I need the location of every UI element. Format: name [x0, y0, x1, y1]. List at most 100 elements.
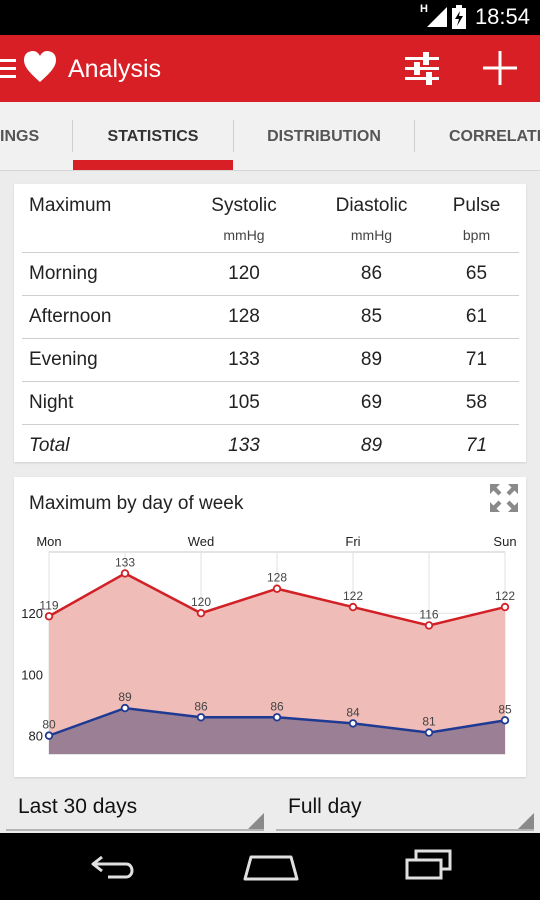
tab-label: DISTRIBUTION [267, 128, 381, 145]
active-tab-indicator [73, 160, 233, 170]
cell-diastolic: 85 [309, 295, 434, 339]
cell-pulse: 71 [434, 338, 519, 382]
data-label: 116 [419, 607, 438, 621]
chart-card: Maximum by day of week 119 133 120 128 122 11… [14, 477, 526, 777]
tab-label: CORRELATIO [449, 128, 540, 145]
data-point [424, 728, 434, 737]
dropdown-corner-icon [518, 813, 534, 829]
tab-correlation[interactable]: CORRELATIO [449, 102, 540, 170]
cell-diastolic: 89 [309, 338, 434, 382]
status-bar: H 18:54 [0, 0, 540, 35]
cell-pulse: 71 [465, 435, 488, 456]
back-icon[interactable] [88, 851, 138, 881]
plus-icon[interactable] [483, 51, 517, 85]
cell-diastolic: 86 [309, 252, 434, 296]
row-label: Evening [22, 338, 179, 382]
data-point [196, 713, 206, 722]
app-bar: Analysis [0, 35, 540, 102]
expand-icon[interactable] [489, 483, 519, 513]
data-point [272, 584, 282, 593]
data-label: 86 [194, 699, 208, 713]
data-label: 122 [343, 589, 363, 603]
navigation-bar [0, 833, 540, 900]
cell-pulse: 61 [434, 295, 519, 339]
table-row: Morning 120 86 65 [22, 252, 519, 296]
x-tick-label: Fri [345, 534, 360, 549]
tab-divider [72, 120, 73, 152]
range-dropdown-value: Full day [288, 795, 362, 818]
clock: 18:54 [474, 4, 530, 29]
tab-divider [414, 120, 415, 152]
day-of-week-chart: 119 133 120 128 122 116 122 80 89 86 86 84 81 85 Mon We… [21, 534, 517, 755]
data-point [120, 703, 130, 713]
cell-diastolic: 69 [309, 381, 434, 425]
series-area-0 [49, 573, 505, 754]
table-row: Afternoon 128 85 61 [22, 295, 519, 339]
data-label: 133 [115, 555, 135, 569]
data-label: 86 [270, 699, 284, 713]
period-dropdown[interactable]: Last 30 days [6, 783, 264, 831]
tab-distribution[interactable]: DISTRIBUTION [234, 102, 414, 170]
x-tick-label: Wed [188, 534, 215, 549]
data-label: 80 [42, 718, 56, 732]
data-point [44, 612, 54, 621]
statistics-table: Maximum Systolic mmHg Diastolic mmHg Pul… [22, 184, 519, 467]
y-tick-label: 80 [29, 729, 43, 744]
home-icon[interactable] [243, 851, 299, 881]
cell-systolic: 133 [179, 338, 309, 382]
tab-readings[interactable]: INGS [0, 102, 72, 170]
data-label: 122 [495, 589, 515, 603]
table-corner-label: Maximum [22, 184, 179, 253]
filter-footer: Last 30 days Full day [0, 783, 540, 833]
table-total-row: Total 133 89 71 [22, 425, 519, 468]
network-type-label: H [420, 3, 428, 15]
data-point [196, 609, 206, 618]
data-point [120, 569, 130, 578]
cell-systolic: 128 [179, 295, 309, 339]
y-tick-label: 100 [21, 667, 43, 682]
data-label: 120 [191, 595, 211, 609]
column-header-systolic: Systolic mmHg [179, 184, 309, 253]
column-header-pulse: Pulse bpm [434, 184, 519, 253]
table-header-row: Maximum Systolic mmHg Diastolic mmHg Pul… [22, 184, 519, 253]
cell-diastolic: 89 [360, 435, 383, 456]
tab-label: STATISTICS [107, 128, 199, 145]
data-label: 119 [39, 598, 58, 612]
data-label: 81 [422, 715, 436, 729]
table-row: Evening 133 89 71 [22, 338, 519, 382]
data-point [272, 713, 282, 722]
recents-icon[interactable] [404, 849, 454, 881]
table-row: Night 105 69 58 [22, 381, 519, 425]
tab-statistics[interactable]: STATISTICS [73, 102, 233, 170]
dropdown-corner-icon [248, 813, 264, 829]
page-title: Analysis [68, 55, 162, 83]
sliders-icon[interactable] [404, 51, 440, 87]
data-point [500, 716, 510, 725]
cell-pulse: 65 [434, 252, 519, 296]
hamburger-icon[interactable] [0, 59, 16, 79]
cell-systolic: 133 [228, 435, 260, 456]
cell-systolic: 120 [179, 252, 309, 296]
statistics-card: Maximum Systolic mmHg Diastolic mmHg Pul… [14, 184, 526, 462]
column-header-diastolic: Diastolic mmHg [309, 184, 434, 253]
range-dropdown[interactable]: Full day [276, 783, 534, 831]
period-dropdown-value: Last 30 days [18, 795, 138, 818]
battery-icon [452, 5, 466, 29]
cell-systolic: 105 [179, 381, 309, 425]
cell-pulse: 58 [434, 381, 519, 425]
row-label: Total [29, 435, 70, 456]
data-point [348, 719, 358, 728]
data-point [424, 621, 434, 630]
data-label: 84 [346, 705, 360, 719]
signal-icon [427, 7, 447, 27]
x-tick-label: Mon [36, 534, 61, 549]
data-point [500, 602, 510, 612]
tab-label: INGS [0, 128, 40, 145]
data-label: 89 [118, 690, 132, 704]
row-label: Night [22, 381, 179, 425]
row-label: Morning [22, 252, 179, 296]
data-point [348, 602, 358, 612]
data-label: 85 [498, 702, 512, 716]
heart-icon [24, 51, 56, 82]
y-tick-label: 120 [21, 606, 43, 621]
